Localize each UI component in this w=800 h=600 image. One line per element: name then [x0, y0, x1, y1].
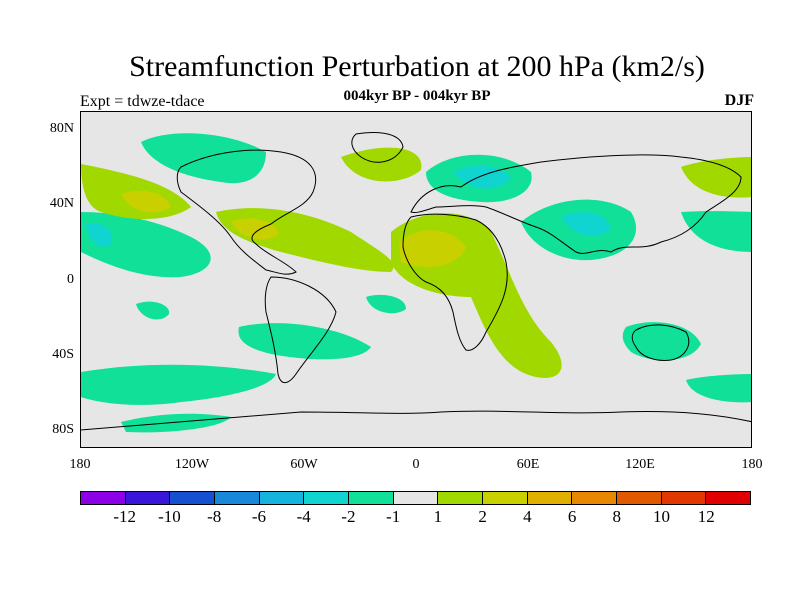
y-tick-label: 40S: [52, 347, 74, 362]
y-tick-label: 0: [67, 272, 74, 287]
colorbar-label: -4: [296, 507, 311, 526]
map-svg: [81, 132, 751, 433]
positive-anomaly-regions: [81, 147, 751, 378]
antarctica-coast: [81, 410, 751, 431]
experiment-label: Expt = tdwze-tdace: [80, 93, 205, 110]
colorbar-label: -12: [113, 507, 137, 526]
colorbar-swatch: [393, 492, 439, 504]
y-tick-label: 80N: [49, 121, 74, 136]
africa-pos-core: [399, 230, 466, 267]
indian-ocean-neg-region: [681, 211, 751, 252]
south-pacific-band-neg-region: [81, 364, 276, 405]
map-panel: [80, 111, 752, 448]
colorbar-swatch: [706, 492, 751, 504]
x-tick-label: 120E: [625, 457, 655, 472]
colorbar-swatch: [304, 492, 350, 504]
colorbar-label: 6: [567, 507, 577, 526]
south-pacific-neg-region: [136, 301, 170, 320]
colorbar-swatch: [81, 492, 126, 504]
colorbar-label: -10: [158, 507, 181, 526]
x-tick-label: 120W: [174, 457, 210, 472]
colorbar-swatch: [170, 492, 216, 504]
south-atlantic-neg-region: [366, 294, 406, 314]
south-east-pacific-neg-region: [238, 323, 371, 360]
colorbar-swatch: [349, 492, 394, 504]
colorbar-label: -2: [341, 507, 356, 526]
colorbar-swatch: [661, 492, 707, 504]
colorbar-label: -8: [207, 507, 222, 526]
south-america-coast: [264, 276, 337, 384]
australia-neg-region: [622, 322, 701, 361]
colorbar-swatch: [483, 492, 528, 504]
central-pacific-neg-core: [86, 223, 112, 247]
coastlines: [81, 132, 751, 431]
colorbar-swatch: [617, 492, 662, 504]
colorbar: [80, 491, 751, 505]
australia-coast: [631, 324, 690, 361]
colorbar-label: 2: [478, 507, 487, 526]
colorbar-label: -1: [386, 507, 401, 526]
southern-ocean-neg-region: [121, 413, 231, 433]
central-pacific-neg-region: [81, 212, 211, 278]
colorbar-swatch: [572, 492, 618, 504]
north-atlantic-pos-region: [341, 147, 422, 182]
plot-title: Streamfunction Perturbation at 200 hPa (…: [129, 50, 705, 83]
south-indian-neg-region: [686, 374, 751, 403]
x-tick-label: 180: [69, 457, 91, 472]
colorbar-swatch: [125, 492, 171, 504]
negative-anomaly-regions: [81, 133, 751, 433]
north-america-coast: [176, 149, 317, 275]
colorbar-label: 10: [653, 507, 671, 526]
x-tick-label: 180: [741, 457, 763, 472]
colorbar-label: -6: [251, 507, 266, 526]
caribbean-pos-core: [231, 218, 279, 240]
colorbar-swatch: [527, 492, 573, 504]
season-label: DJF: [724, 92, 754, 109]
y-tick-label: 80S: [52, 422, 74, 437]
africa-coast: [402, 213, 508, 351]
greenland-coast: [351, 132, 404, 163]
plot-subtitle: 004kyr BP - 004kyr BP: [343, 88, 491, 104]
northeast-pacific-pos-core: [121, 190, 171, 213]
colorbar-swatch: [438, 492, 484, 504]
colorbar-swatch: [259, 492, 305, 504]
x-tick-label: 60E: [516, 457, 540, 472]
north-pacific-asia-pos-region: [681, 157, 751, 198]
colorbar-label: 4: [523, 507, 532, 526]
colorbar-swatch: [215, 492, 260, 504]
asia-neg-core: [561, 212, 611, 236]
europe-asia-coast: [410, 154, 742, 254]
x-tick-label: 0: [412, 457, 420, 472]
x-tick-label: 60W: [290, 457, 318, 472]
colorbar-label: 12: [697, 507, 715, 526]
caribbean-pos-region: [216, 208, 394, 272]
y-tick-label: 40N: [49, 196, 74, 211]
colorbar-label: 8: [612, 507, 622, 526]
colorbar-label: 1: [433, 507, 443, 526]
